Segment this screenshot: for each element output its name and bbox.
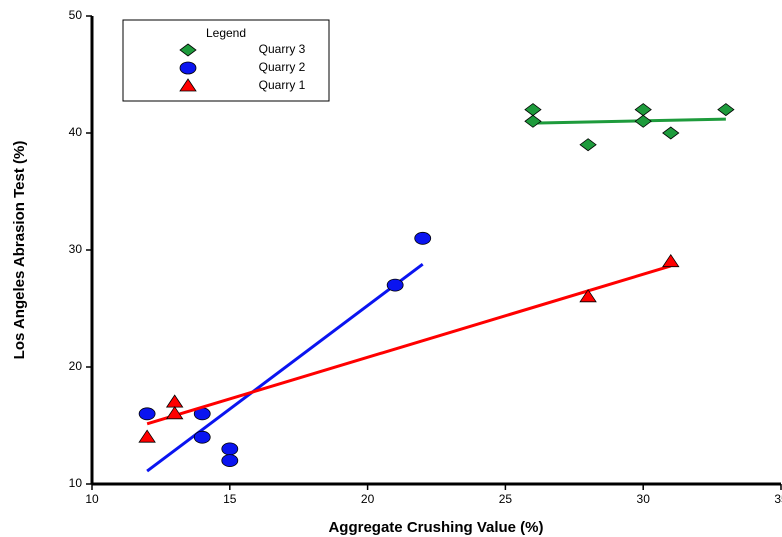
point bbox=[179, 61, 197, 75]
legend-label: Quarry 2 bbox=[259, 60, 306, 74]
point bbox=[165, 394, 184, 408]
trend-line bbox=[146, 264, 672, 426]
point bbox=[634, 114, 652, 128]
point bbox=[179, 78, 197, 92]
x-axis-title: Aggregate Crushing Value (%) bbox=[328, 519, 543, 536]
point bbox=[662, 253, 680, 268]
point bbox=[221, 442, 239, 456]
x-tick-label: 35 bbox=[774, 492, 782, 506]
y-tick-label: 20 bbox=[69, 359, 83, 373]
point bbox=[662, 126, 680, 140]
trend-line bbox=[532, 117, 726, 125]
x-tick-label: 20 bbox=[361, 492, 375, 506]
point bbox=[634, 103, 652, 117]
legend-box bbox=[122, 19, 330, 102]
x-tick-label: 30 bbox=[637, 492, 651, 506]
point bbox=[179, 43, 197, 57]
trend-line bbox=[146, 263, 424, 473]
point bbox=[524, 114, 542, 128]
point bbox=[193, 430, 211, 444]
y-tick-label: 10 bbox=[69, 476, 83, 490]
legend-label: Quarry 1 bbox=[259, 78, 306, 92]
x-tick-label: 10 bbox=[85, 492, 99, 506]
legend-title: Legend bbox=[206, 26, 246, 40]
legend-label: Quarry 3 bbox=[259, 42, 306, 56]
point bbox=[138, 429, 156, 443]
x-tick-label: 25 bbox=[499, 492, 513, 506]
point bbox=[524, 103, 542, 117]
y-tick-label: 50 bbox=[69, 8, 83, 22]
point bbox=[165, 406, 184, 420]
point bbox=[414, 231, 432, 245]
point bbox=[221, 454, 239, 468]
x-tick-label: 15 bbox=[223, 492, 237, 506]
point bbox=[579, 138, 597, 152]
point bbox=[717, 103, 735, 117]
point bbox=[386, 278, 404, 292]
y-tick-label: 30 bbox=[69, 242, 83, 256]
y-tick-label: 40 bbox=[69, 125, 83, 139]
point bbox=[579, 289, 597, 303]
y-axis-title: Los Angeles Abrasion Test (%) bbox=[11, 141, 28, 360]
point bbox=[138, 407, 156, 421]
